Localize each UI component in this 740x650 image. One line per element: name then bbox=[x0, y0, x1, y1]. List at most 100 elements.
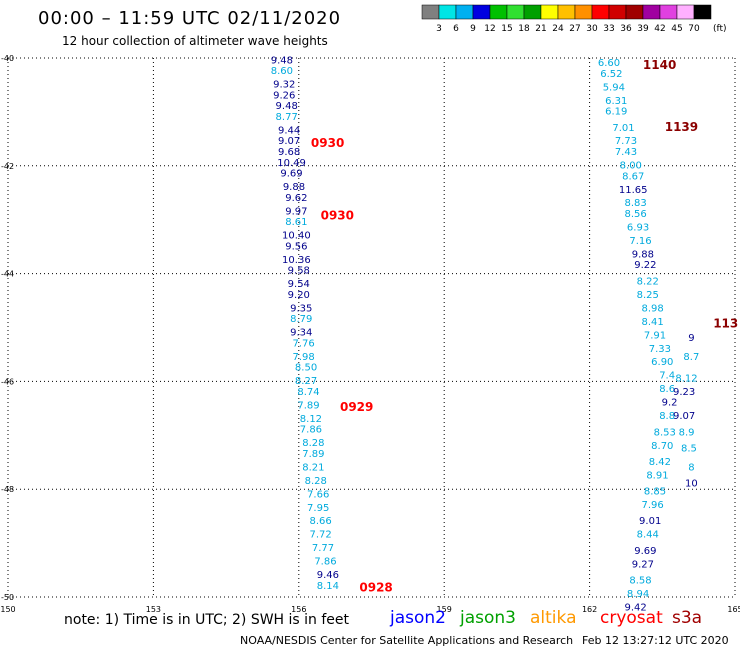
wave-height-label: 9.54 bbox=[288, 279, 310, 290]
wave-height-label: 9.07 bbox=[278, 136, 300, 147]
axis-ticks: 150 153 156 159 162 165 -40 -42 -44 -46 -48 -50 bbox=[0, 54, 740, 614]
wave-height-label: 9.26 bbox=[273, 90, 295, 101]
wave-height-label: 7.01 bbox=[612, 123, 634, 134]
colorbar-swatch bbox=[591, 4, 610, 20]
wave-height-label: 7.16 bbox=[629, 236, 651, 247]
wave-height-label: 7.86 bbox=[300, 425, 322, 436]
colorbar-label: 18 bbox=[518, 24, 530, 34]
wave-height-label: 8.22 bbox=[637, 276, 659, 287]
wave-height-label: 8.41 bbox=[641, 317, 663, 328]
wave-height-label: 7.91 bbox=[644, 330, 666, 341]
wave-height-label: 7.96 bbox=[641, 500, 663, 511]
legend-cryosat: cryosat bbox=[600, 608, 663, 628]
wave-height-label: 8.94 bbox=[627, 589, 649, 600]
colorbar-label: 15 bbox=[501, 24, 512, 34]
wave-height-label: 9.62 bbox=[285, 193, 307, 204]
colorbar-label: 30 bbox=[586, 24, 598, 34]
legend-s3a: s3a bbox=[672, 608, 703, 628]
wave-height-label: 8.9 bbox=[679, 427, 695, 438]
colorbar-label: 6 bbox=[453, 24, 459, 34]
wave-height-label: 8.5 bbox=[681, 443, 697, 454]
wave-height-label: 9.48 bbox=[271, 55, 293, 66]
wave-height-label: 8.50 bbox=[295, 363, 317, 374]
colorbar-swatch bbox=[693, 4, 712, 20]
y-tick-label: -48 bbox=[1, 485, 14, 494]
colorbar-unit: (ft) bbox=[713, 24, 727, 34]
wave-height-label: 8.21 bbox=[302, 462, 324, 473]
wave-height-label: 9.23 bbox=[673, 387, 695, 398]
wave-height-label: 11.65 bbox=[619, 185, 648, 196]
wave-height-label: 6.31 bbox=[605, 96, 627, 107]
wave-height-label: 8.60 bbox=[271, 66, 293, 77]
y-tick-label: -46 bbox=[1, 377, 14, 386]
wave-height-label: 8.98 bbox=[641, 303, 663, 314]
wave-height-label: 6.52 bbox=[600, 69, 622, 80]
wave-height-label: 7.33 bbox=[649, 344, 671, 355]
legend-jason2: jason2 bbox=[390, 608, 446, 628]
wave-height-label: 9.22 bbox=[634, 260, 656, 271]
wave-height-label: 8.83 bbox=[625, 198, 647, 209]
wave-height-label: 9.69 bbox=[634, 546, 656, 557]
colorbar-swatch bbox=[676, 4, 695, 20]
wave-height-label: 6.60 bbox=[598, 58, 620, 69]
wave-height-label: 7.89 bbox=[302, 449, 324, 460]
wave-height-label: 8.91 bbox=[646, 470, 668, 481]
wave-height-label: 8.44 bbox=[637, 530, 659, 541]
wave-height-label: 7.98 bbox=[293, 352, 315, 363]
x-tick-label: 153 bbox=[146, 605, 161, 614]
wave-height-label: 9.68 bbox=[278, 147, 300, 158]
data-points: 9.488.609.329.269.488.779.449.079.6810.4… bbox=[271, 55, 739, 613]
time-label: 0930 bbox=[311, 136, 344, 150]
wave-height-label: 8.25 bbox=[637, 290, 659, 301]
wave-height-label: 9.56 bbox=[285, 241, 307, 252]
wave-height-label: 7.66 bbox=[307, 489, 329, 500]
wave-height-label: 7.72 bbox=[309, 530, 331, 541]
wave-height-label: 8.58 bbox=[629, 576, 651, 587]
colorbar-label: 3 bbox=[436, 24, 442, 34]
colorbar-swatch bbox=[421, 4, 440, 20]
colorbar-label: 45 bbox=[671, 24, 682, 34]
wave-height-label: 7.76 bbox=[293, 338, 315, 349]
wave-height-label: 8.74 bbox=[297, 387, 319, 398]
wave-height-label: 6.19 bbox=[605, 107, 627, 118]
colorbar-legend: 3 6 9 12 15 18 21 24 27 30 33 36 39 42 45 70 (ft) bbox=[421, 4, 727, 34]
wave-height-label: 9.58 bbox=[288, 266, 310, 277]
time-label: 1139 bbox=[665, 120, 698, 134]
wave-height-label: 10 bbox=[685, 479, 698, 490]
wave-height-label: 9.42 bbox=[625, 602, 647, 613]
colorbar-swatch bbox=[574, 4, 593, 20]
time-label: 0930 bbox=[321, 209, 354, 223]
colorbar-label: 33 bbox=[603, 24, 614, 34]
y-tick-label: -44 bbox=[1, 270, 14, 279]
wave-height-label: 9.44 bbox=[278, 125, 300, 136]
y-tick-label: -50 bbox=[1, 593, 14, 602]
colorbar-label: 39 bbox=[637, 24, 649, 34]
colorbar-swatch bbox=[608, 4, 627, 20]
wave-height-label: 9.01 bbox=[639, 516, 661, 527]
colorbar-swatch bbox=[557, 4, 576, 20]
colorbar-swatch bbox=[438, 4, 457, 20]
wave-height-label: 9.88 bbox=[632, 249, 654, 260]
wave-height-label: 8.66 bbox=[309, 516, 331, 527]
colorbar-label: 42 bbox=[654, 24, 665, 34]
y-tick-label: -40 bbox=[1, 54, 14, 63]
colorbar-label: 21 bbox=[535, 24, 546, 34]
wave-height-label: 9.20 bbox=[288, 290, 310, 301]
wave-height-label: 10.49 bbox=[277, 158, 306, 169]
wave-height-label: 9.48 bbox=[276, 101, 298, 112]
wave-height-label: 8.6 bbox=[659, 384, 675, 395]
wave-height-label: 6.93 bbox=[627, 222, 649, 233]
wave-height-label: 8 bbox=[688, 462, 694, 473]
time-label: 1140 bbox=[643, 58, 676, 72]
wave-height-label: 7.77 bbox=[312, 543, 334, 554]
wave-height-label: 7.89 bbox=[297, 400, 319, 411]
x-tick-label: 162 bbox=[582, 605, 597, 614]
wave-height-label: 9.32 bbox=[273, 80, 295, 91]
wave-height-label: 8.77 bbox=[276, 112, 298, 123]
time-label: 0929 bbox=[340, 400, 373, 414]
wave-height-label: 8.7 bbox=[683, 352, 699, 363]
wave-height-label: 8.27 bbox=[295, 376, 317, 387]
colorbar-label: 70 bbox=[688, 24, 700, 34]
wave-height-label: 9.2 bbox=[662, 398, 678, 409]
wave-height-label: 8.12 bbox=[300, 414, 322, 425]
